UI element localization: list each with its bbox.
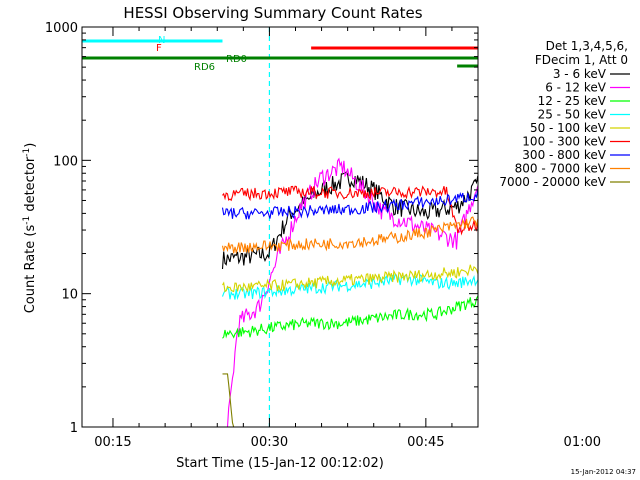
legend: Det 1,3,4,5,6, FDecim 1, Att 0 3 - 6 keV… <box>499 39 630 189</box>
plot-area: NFRD0RD6110100100000:1500:3000:4501:0001… <box>45 21 601 450</box>
footer-timestamp: 15-Jan-2012 04:37 <box>571 468 636 476</box>
x-tick-label: 00:30 <box>251 435 288 450</box>
y-tick-label: 1000 <box>45 21 78 36</box>
flag-label: F <box>156 43 162 54</box>
y-label-part: detector <box>23 156 38 216</box>
series-line <box>221 189 478 220</box>
y-label-sup: -1 <box>22 216 32 225</box>
y-label-sup: -1 <box>22 148 32 157</box>
x-tick-label: 01:00 <box>564 435 601 450</box>
legend-header-line: Det 1,3,4,5,6, <box>546 39 628 53</box>
legend-label: 6 - 12 keV <box>545 81 607 95</box>
y-axis-label: Count Rate (s-1 detector-1) <box>22 143 38 314</box>
y-label-part: Count Rate (s <box>23 225 38 314</box>
x-axis-label: Start Time (15-Jan-12 00:12:02) <box>176 456 384 471</box>
series-line <box>221 171 478 270</box>
series-line <box>221 216 478 255</box>
chart-title: HESSI Observing Summary Count Rates <box>123 4 422 22</box>
flag-label: N <box>158 35 165 46</box>
legend-label: 50 - 100 keV <box>530 121 607 135</box>
y-tick-label: 10 <box>61 288 78 303</box>
series-line <box>222 294 478 339</box>
series-line <box>222 264 478 293</box>
legend-label: 800 - 7000 keV <box>515 162 607 176</box>
legend-label: 300 - 800 keV <box>522 148 606 162</box>
legend-header-line: FDecim 1, Att 0 <box>535 53 628 67</box>
legend-label: 7000 - 20000 keV <box>499 175 606 189</box>
y-label-part: ) <box>23 143 38 148</box>
x-tick-label: 00:15 <box>94 435 131 450</box>
plot-inner <box>82 27 478 427</box>
legend-label: 12 - 25 keV <box>538 94 607 108</box>
flag-label: RD0 <box>226 54 247 65</box>
legend-label: 3 - 6 keV <box>553 67 607 81</box>
series-line <box>222 185 478 236</box>
series-line <box>222 157 478 427</box>
x-tick-label: 00:45 <box>407 435 444 450</box>
flag-label: RD6 <box>194 62 215 73</box>
y-tick-label: 1 <box>70 421 78 436</box>
y-tick-label: 100 <box>53 154 78 169</box>
legend-label: 25 - 50 keV <box>538 108 607 122</box>
plot-frame <box>81 26 479 428</box>
legend-label: 100 - 300 keV <box>522 135 606 149</box>
series-line <box>221 273 478 301</box>
